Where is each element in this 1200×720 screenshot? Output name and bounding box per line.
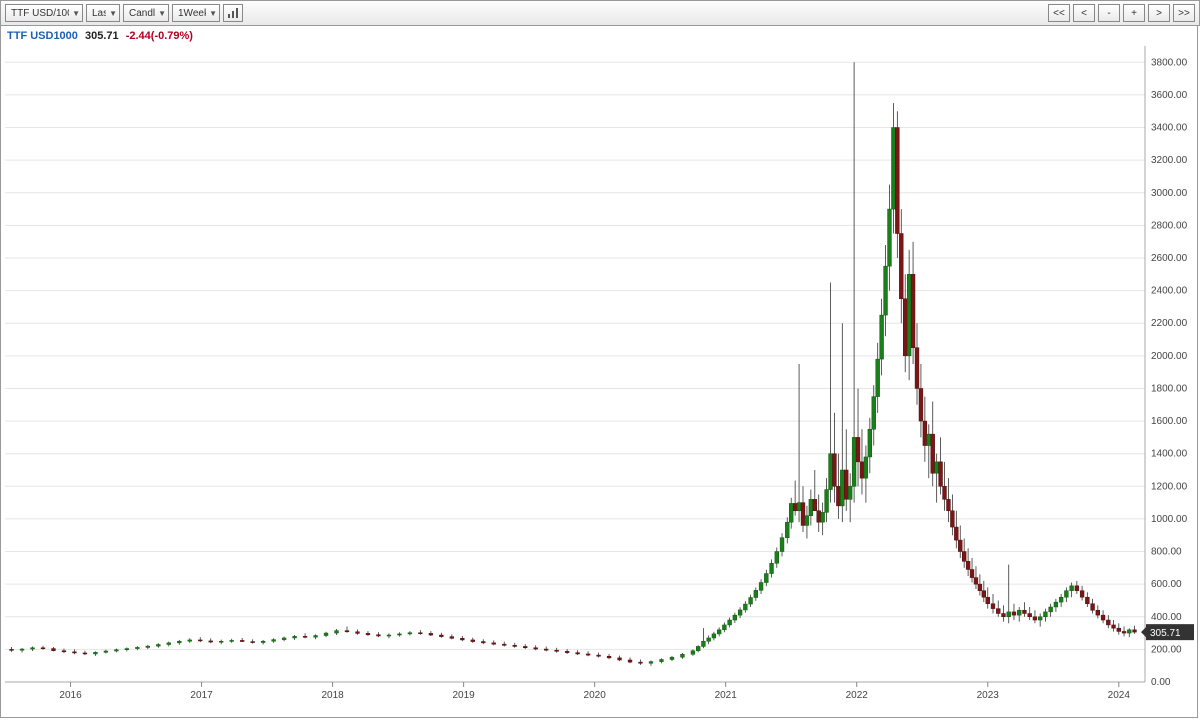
svg-text:3200.00: 3200.00 (1151, 155, 1188, 166)
svg-text:3400.00: 3400.00 (1151, 123, 1188, 134)
nav-next[interactable]: > (1148, 4, 1170, 22)
nav-first[interactable]: << (1048, 4, 1070, 22)
dropdown-3[interactable]: 1Week▼ (172, 4, 220, 22)
nav-prev[interactable]: < (1073, 4, 1095, 22)
svg-text:3600.00: 3600.00 (1151, 90, 1188, 101)
svg-text:1400.00: 1400.00 (1151, 449, 1188, 460)
toolbar-left-group: TTF USD/100▼Last▼Candle▼1Week▼ (5, 4, 243, 22)
ticker-change: -2.44(-0.79%) (126, 30, 193, 42)
ticker-symbol: TTF USD1000 (7, 30, 78, 42)
svg-text:2017: 2017 (190, 690, 213, 701)
svg-text:3000.00: 3000.00 (1151, 188, 1188, 199)
candlestick-chart: 0.00 200.00 400.00 600.00 800.00 1000.00 1200.… (1, 26, 1197, 716)
svg-text:1600.00: 1600.00 (1151, 416, 1188, 427)
indicators-button[interactable] (223, 4, 243, 22)
svg-text:2600.00: 2600.00 (1151, 253, 1188, 264)
svg-text:2000.00: 2000.00 (1151, 351, 1188, 362)
chart-toolbar: TTF USD/100▼Last▼Candle▼1Week▼ <<<-+>>> (0, 0, 1200, 26)
svg-text:2023: 2023 (977, 690, 1000, 701)
svg-text:200.00: 200.00 (1151, 644, 1182, 655)
svg-text:2800.00: 2800.00 (1151, 220, 1188, 231)
svg-text:2200.00: 2200.00 (1151, 318, 1188, 329)
dropdown-0[interactable]: TTF USD/100▼ (5, 4, 83, 22)
svg-text:2022: 2022 (846, 690, 869, 701)
dropdown-1[interactable]: Last▼ (86, 4, 120, 22)
nav-last[interactable]: >> (1173, 4, 1195, 22)
svg-text:400.00: 400.00 (1151, 612, 1182, 623)
svg-text:2020: 2020 (584, 690, 607, 701)
svg-text:0.00: 0.00 (1151, 677, 1171, 688)
toolbar-right-group: <<<-+>>> (1048, 4, 1195, 22)
svg-text:2024: 2024 (1108, 690, 1131, 701)
nav-zoomin[interactable]: + (1123, 4, 1145, 22)
svg-text:3800.00: 3800.00 (1151, 57, 1188, 68)
svg-text:2016: 2016 (59, 690, 82, 701)
svg-text:305.71: 305.71 (1150, 628, 1181, 639)
ticker-info: TTF USD1000 305.71 -2.44(-0.79%) (7, 30, 193, 42)
svg-text:600.00: 600.00 (1151, 579, 1182, 590)
chart-area[interactable]: TTF USD1000 305.71 -2.44(-0.79%) 0.00 200… (0, 26, 1198, 718)
ticker-price: 305.71 (85, 30, 119, 42)
svg-text:2021: 2021 (715, 690, 738, 701)
svg-text:1200.00: 1200.00 (1151, 481, 1188, 492)
svg-text:2019: 2019 (452, 690, 475, 701)
svg-text:800.00: 800.00 (1151, 547, 1182, 558)
svg-text:2018: 2018 (321, 690, 344, 701)
svg-text:2400.00: 2400.00 (1151, 286, 1188, 297)
dropdown-2[interactable]: Candle▼ (123, 4, 169, 22)
svg-text:1800.00: 1800.00 (1151, 383, 1188, 394)
nav-zoomout[interactable]: - (1098, 4, 1120, 22)
svg-text:1000.00: 1000.00 (1151, 514, 1188, 525)
